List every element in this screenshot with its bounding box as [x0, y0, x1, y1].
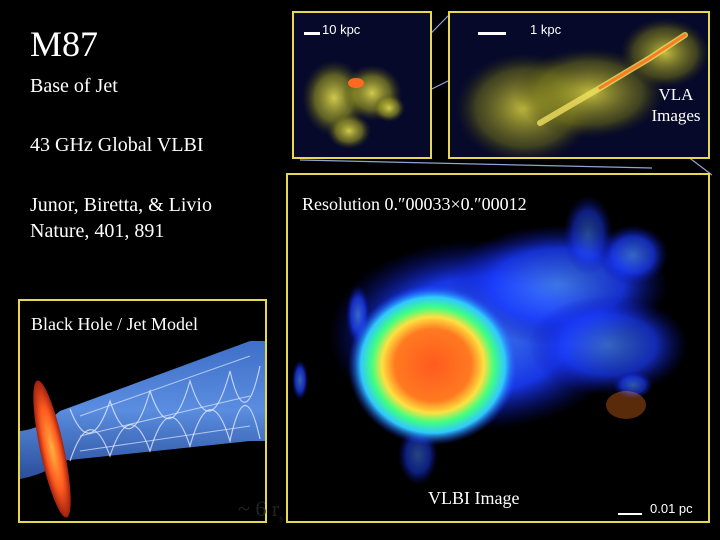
vlbi-resolution-label: Resolution 0.″00033×0.″00012	[302, 194, 527, 214]
vlbi-emission-map	[292, 195, 688, 515]
subtitle: Base of Jet	[30, 75, 118, 97]
vla-image-large-scale: 10 kpc	[292, 11, 432, 159]
vlbi-scalebar: 0.01 pc	[650, 501, 693, 516]
jet-model-illustration	[20, 341, 265, 518]
schwarzschild-radius-annotation: ~ 6 rs	[238, 498, 283, 530]
annotation-symbol: r	[271, 496, 280, 521]
annotation-prefix: ~ 6	[238, 496, 267, 521]
vla-label-line2: Images	[651, 106, 701, 125]
jet-model-label: Black Hole / Jet Model	[31, 314, 198, 334]
vla-jet-emission	[455, 18, 708, 157]
citation-authors: Junor, Biretta, & Livio	[30, 194, 212, 216]
vla-image-jet: 1 kpc	[448, 11, 710, 159]
vlbi-image: Resolution 0.″00033×0.″00012 VLBI Image …	[286, 173, 710, 523]
citation-journal: Nature, 401, 891	[30, 220, 165, 242]
vlbi-caption: VLBI Image	[428, 488, 520, 508]
jet-model-panel: Black Hole / Jet Model	[18, 299, 267, 523]
vla-large-scale-emission	[302, 32, 405, 149]
annotation-subscript: s	[279, 513, 284, 525]
vla-large-scale-scalebar: 10 kpc	[322, 22, 361, 37]
vla-images-label: VLA Images	[640, 84, 712, 126]
vla-jet-scalebar: 1 kpc	[530, 22, 562, 37]
slide-title: M87	[30, 24, 99, 64]
vla-label-line1: VLA	[658, 85, 694, 104]
instrument-label: 43 GHz Global VLBI	[30, 134, 204, 156]
